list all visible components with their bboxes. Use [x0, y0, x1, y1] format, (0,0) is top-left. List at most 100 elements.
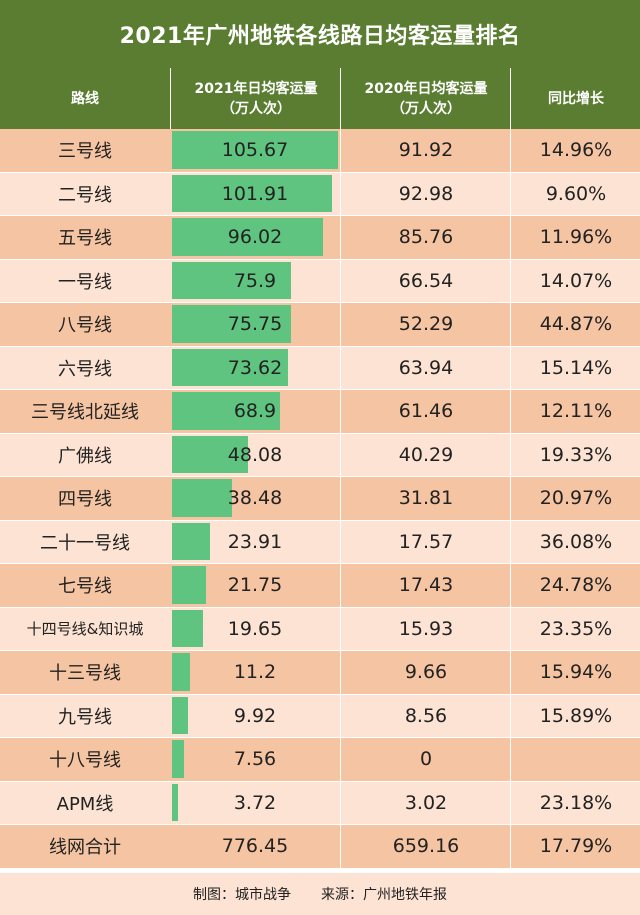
table-row: 三号线 105.67 91.92 14.96% — [0, 129, 640, 173]
value-2020: 31.81 — [340, 477, 511, 520]
growth-rate: 44.87% — [510, 303, 640, 346]
bar-2021 — [172, 435, 248, 473]
bar-2021 — [172, 392, 281, 430]
value-2021: 48.08 — [227, 443, 283, 466]
growth-rate: 17.79% — [510, 825, 640, 868]
footer-author: 制图：城市战争 — [193, 887, 291, 903]
value-2021-cell: 68.9 — [170, 390, 340, 433]
line-name: 五号线 — [58, 228, 112, 250]
value-2021-cell: 23.91 — [170, 521, 340, 564]
line-name: 八号线 — [58, 315, 112, 337]
growth-rate: 15.94% — [510, 651, 640, 694]
table-row: 二十一号线 23.91 17.57 36.08% — [0, 520, 640, 564]
bar-2021 — [172, 740, 184, 778]
value-2020: 40.29 — [340, 433, 511, 476]
value-2021-cell: 11.2 — [170, 651, 340, 694]
line-name: 广佛线 — [58, 445, 112, 467]
bar-2021 — [172, 522, 210, 560]
value-2021: 75.9 — [233, 269, 277, 292]
table-row: 广佛线 48.08 40.29 19.33% — [0, 433, 640, 477]
value-2020: 91.92 — [340, 129, 511, 172]
value-2021-cell: 105.67 — [170, 129, 340, 172]
line-name: 六号线 — [58, 358, 112, 380]
table-row: 十四号线&知识城 19.65 15.93 23.35% — [0, 607, 640, 651]
line-name: 四号线 — [58, 489, 112, 511]
value-2021: 21.75 — [227, 574, 283, 597]
value-2021-cell: 7.56 — [170, 738, 340, 781]
line-name: 十四号线&知识城 — [26, 620, 144, 639]
value-2021-cell: 9.92 — [170, 695, 340, 738]
footer: 制图：城市战争 来源：广州地铁年报 — [0, 873, 640, 915]
line-name: 一号线 — [58, 271, 112, 293]
value-2021: 3.72 — [233, 791, 277, 814]
value-2021-cell: 75.9 — [170, 260, 340, 303]
bar-2021 — [172, 653, 190, 691]
bar-2021 — [172, 131, 338, 169]
value-2020: 92.98 — [340, 172, 511, 215]
header-2021-unit: （万人次） — [221, 100, 291, 117]
value-2021: 9.92 — [233, 704, 277, 727]
growth-rate: 11.96% — [510, 216, 640, 259]
line-name: 七号线 — [58, 576, 112, 598]
table-row: 二号线 101.91 92.98 9.60% — [0, 172, 640, 216]
growth-rate: 15.14% — [510, 346, 640, 389]
growth-rate: 14.07% — [510, 259, 640, 302]
value-2021: 75.75 — [227, 313, 283, 336]
header-growth: 同比增长 — [510, 68, 640, 129]
header-2020-unit: （万人次） — [391, 100, 461, 117]
bar-2021 — [172, 479, 233, 517]
value-2020: 85.76 — [340, 216, 511, 259]
line-name: 二十一号线 — [40, 532, 130, 554]
value-2020: 9.66 — [340, 651, 511, 694]
value-2021-cell: 3.72 — [170, 782, 340, 825]
value-2021: 38.48 — [227, 487, 283, 510]
value-2020: 3.02 — [340, 781, 511, 824]
value-2021: 7.56 — [233, 748, 277, 771]
table-row: 六号线 73.62 63.94 15.14% — [0, 346, 640, 390]
chart-title: 2021年广州地铁各线路日均客运量排名 — [0, 0, 640, 68]
line-name: 三号线 — [58, 141, 112, 163]
growth-rate: 14.96% — [510, 129, 640, 172]
value-2021-cell: 75.75 — [170, 303, 340, 346]
growth-rate: 36.08% — [510, 520, 640, 563]
footer-source: 来源：广州地铁年报 — [321, 887, 447, 903]
bar-2021 — [172, 696, 188, 734]
table-row: 七号线 21.75 17.43 24.78% — [0, 564, 640, 608]
value-2020: 63.94 — [340, 346, 511, 389]
growth-rate: 15.89% — [510, 694, 640, 737]
header-2021: 2021年日均客运量 （万人次） — [170, 68, 341, 129]
bar-2021 — [172, 218, 323, 256]
value-2020: 17.57 — [340, 520, 511, 563]
line-name: 九号线 — [58, 706, 112, 728]
table-row: 一号线 75.9 66.54 14.07% — [0, 259, 640, 303]
bar-2021 — [172, 261, 292, 299]
table-row: 八号线 75.75 52.29 44.87% — [0, 303, 640, 347]
bar-2021 — [172, 305, 291, 343]
table-row: 五号线 96.02 85.76 11.96% — [0, 216, 640, 260]
growth-rate: 23.18% — [510, 781, 640, 824]
value-2020: 52.29 — [340, 303, 511, 346]
growth-rate: 20.97% — [510, 477, 640, 520]
value-2021: 96.02 — [227, 226, 283, 249]
value-2021: 11.2 — [233, 661, 277, 684]
value-2021: 68.9 — [233, 400, 277, 423]
value-2021: 101.91 — [221, 182, 289, 205]
table-header: 路线 2021年日均客运量 （万人次） 2020年日均客运量 （万人次） 同比增… — [0, 68, 640, 129]
value-2020: 61.46 — [340, 390, 511, 433]
growth-rate: 23.35% — [510, 607, 640, 650]
value-2021-cell: 96.02 — [170, 216, 340, 259]
value-2020: 8.56 — [340, 694, 511, 737]
value-2020: 17.43 — [340, 564, 511, 607]
value-2020: 66.54 — [340, 259, 511, 302]
growth-rate: 9.60% — [510, 172, 640, 215]
value-2021-cell: 73.62 — [170, 347, 340, 390]
line-name: 二号线 — [58, 184, 112, 206]
growth-rate: 12.11% — [510, 390, 640, 433]
bar-2021 — [172, 566, 207, 604]
bar-2021 — [172, 783, 178, 821]
growth-rate: 19.33% — [510, 433, 640, 476]
table-row: 三号线北延线 68.9 61.46 12.11% — [0, 390, 640, 434]
value-2021: 19.65 — [227, 617, 283, 640]
line-name: APM线 — [56, 793, 114, 815]
line-name: 十三号线 — [49, 663, 121, 685]
